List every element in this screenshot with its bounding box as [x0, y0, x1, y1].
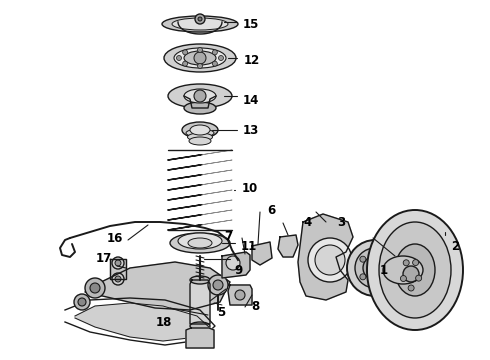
Circle shape [90, 283, 100, 293]
Text: 10: 10 [242, 181, 258, 194]
Circle shape [219, 55, 223, 60]
Circle shape [403, 266, 419, 282]
Ellipse shape [190, 276, 210, 284]
Circle shape [363, 256, 387, 280]
Polygon shape [278, 235, 298, 257]
Circle shape [208, 275, 228, 295]
Circle shape [360, 256, 366, 262]
Polygon shape [184, 96, 216, 108]
Circle shape [115, 260, 121, 266]
Ellipse shape [184, 89, 216, 103]
Ellipse shape [172, 18, 228, 30]
Circle shape [377, 251, 383, 257]
Polygon shape [252, 242, 272, 265]
Circle shape [213, 280, 223, 290]
Ellipse shape [379, 222, 451, 318]
Circle shape [195, 14, 205, 24]
Circle shape [78, 298, 86, 306]
Text: 2: 2 [451, 239, 459, 252]
Ellipse shape [174, 48, 226, 68]
Circle shape [112, 273, 124, 285]
Circle shape [74, 294, 90, 310]
Text: 17: 17 [96, 252, 112, 265]
Circle shape [194, 52, 206, 64]
Polygon shape [222, 252, 250, 278]
Ellipse shape [190, 125, 210, 135]
Circle shape [183, 50, 188, 55]
Text: 18: 18 [156, 315, 172, 328]
Polygon shape [178, 22, 222, 34]
Ellipse shape [184, 102, 216, 114]
Circle shape [226, 256, 240, 270]
Text: 15: 15 [243, 18, 259, 31]
Circle shape [370, 263, 380, 273]
Circle shape [403, 260, 409, 266]
Text: 16: 16 [107, 231, 123, 244]
Text: 6: 6 [267, 203, 275, 216]
Ellipse shape [188, 238, 212, 248]
Circle shape [112, 257, 124, 269]
Circle shape [308, 238, 352, 282]
Circle shape [212, 50, 218, 55]
Text: 7: 7 [224, 230, 232, 243]
Ellipse shape [170, 233, 230, 253]
Circle shape [183, 61, 188, 66]
Text: 14: 14 [243, 94, 259, 107]
Ellipse shape [189, 137, 211, 145]
Circle shape [197, 48, 202, 53]
Circle shape [416, 275, 421, 281]
Text: 8: 8 [251, 301, 259, 314]
Circle shape [198, 17, 202, 21]
Ellipse shape [367, 210, 463, 330]
Ellipse shape [188, 133, 213, 141]
Polygon shape [298, 214, 353, 300]
Circle shape [408, 285, 414, 291]
Text: 11: 11 [241, 239, 257, 252]
Ellipse shape [182, 122, 218, 138]
Ellipse shape [164, 44, 236, 72]
Ellipse shape [184, 51, 216, 65]
Circle shape [413, 260, 418, 266]
Ellipse shape [190, 322, 210, 330]
Polygon shape [110, 259, 126, 279]
Text: 9: 9 [234, 264, 242, 276]
Circle shape [235, 290, 245, 300]
Text: 13: 13 [243, 123, 259, 136]
Text: 5: 5 [217, 306, 225, 320]
Text: 1: 1 [380, 264, 388, 276]
Ellipse shape [395, 244, 435, 296]
Text: 4: 4 [303, 216, 311, 229]
Text: 3: 3 [337, 216, 345, 229]
Polygon shape [75, 303, 210, 341]
Polygon shape [186, 328, 214, 348]
Circle shape [355, 248, 395, 288]
Circle shape [212, 61, 218, 66]
Circle shape [387, 265, 393, 271]
Circle shape [85, 278, 105, 298]
Text: 12: 12 [244, 54, 260, 67]
Circle shape [360, 274, 366, 280]
Circle shape [400, 275, 406, 282]
Circle shape [197, 63, 202, 68]
Ellipse shape [168, 84, 232, 108]
Ellipse shape [383, 256, 423, 284]
Polygon shape [228, 285, 252, 305]
Circle shape [194, 90, 206, 102]
Polygon shape [190, 280, 210, 324]
Circle shape [115, 276, 121, 282]
Circle shape [347, 240, 403, 296]
Circle shape [176, 55, 181, 60]
Polygon shape [85, 262, 230, 310]
Circle shape [377, 279, 383, 285]
Ellipse shape [162, 16, 238, 32]
Ellipse shape [178, 233, 222, 249]
Ellipse shape [186, 129, 214, 137]
Circle shape [315, 245, 345, 275]
